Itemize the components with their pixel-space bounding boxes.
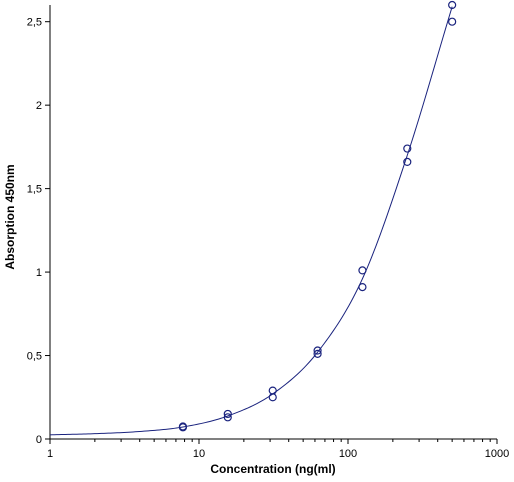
y-tick-label-0: 0 (36, 434, 42, 446)
y-tick-label-3: 1,5 (27, 184, 42, 196)
y-tick-label-1: 0,5 (27, 351, 42, 363)
x-axis-ticks: 1 10 100 1000 (47, 439, 509, 460)
data-point-13 (448, 0, 457, 10)
y-tick-label-5: 2,5 (27, 17, 42, 29)
x-tick-label-3: 1000 (485, 448, 509, 460)
data-points (178, 0, 457, 432)
data-point-11 (403, 144, 412, 153)
x-tick-label-1: 10 (193, 448, 205, 460)
x-tick-label-2: 100 (339, 448, 357, 460)
data-point-1 (178, 422, 188, 431)
y-tick-label-2: 1 (36, 267, 42, 279)
y-axis-title: Absorption 450nm (3, 164, 17, 269)
data-point-9 (358, 266, 367, 275)
data-point-3 (223, 409, 232, 419)
data-point-4 (268, 393, 277, 402)
data-point-10 (403, 157, 412, 167)
data-point-5 (268, 386, 277, 395)
x-tick-label-0: 1 (47, 448, 53, 460)
data-point-12 (448, 17, 457, 26)
data-point-2 (223, 413, 232, 422)
y-tick-label-4: 2 (36, 100, 42, 112)
fit-curve (49, 6, 453, 436)
x-axis-title: Concentration (ng(ml) (210, 462, 335, 476)
data-point-8 (358, 283, 367, 292)
y-axis-ticks: 0 0,5 1 1,5 2 2,5 (27, 17, 50, 446)
data-point-6 (313, 349, 322, 358)
data-point-7 (313, 346, 322, 355)
